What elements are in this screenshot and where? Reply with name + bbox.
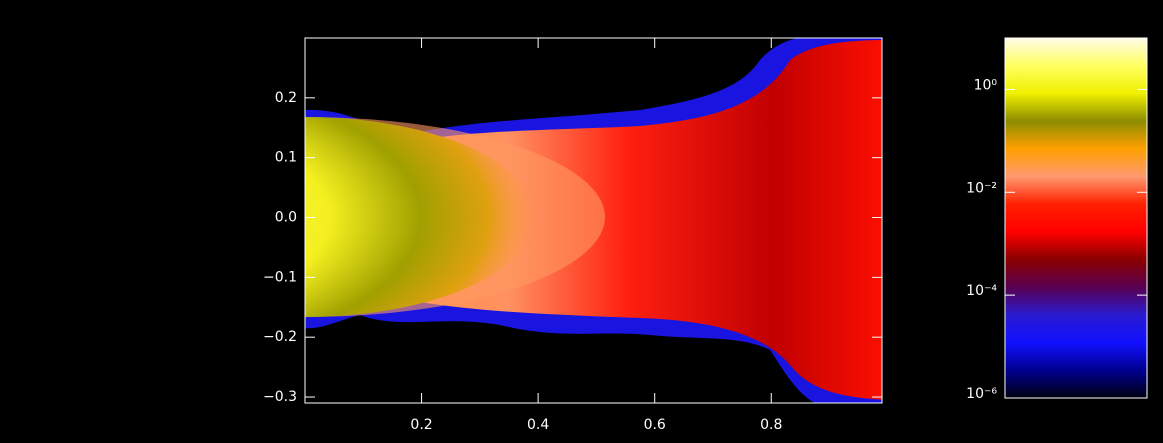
- y-tick-label: −0.3: [263, 389, 297, 405]
- x-tick-label: 0.4: [527, 417, 549, 433]
- colorbar-tick-label: 10⁻⁶: [966, 386, 997, 402]
- colorbar-tick-label: 10⁻⁴: [966, 283, 997, 299]
- colorbar-tick-label: 10⁻²: [966, 180, 997, 196]
- y-tick-label: 0.0: [275, 210, 297, 226]
- colorbar: [1005, 38, 1147, 398]
- colorbar-tick-label: 10⁰: [974, 77, 998, 93]
- figure: 0.2 0.4 0.6 0.8 0.2 0.1 0.0 −0.1 −0.2 −0.3 10⁰ 10⁻²…: [0, 0, 1163, 443]
- y-tick-label: 0.2: [275, 90, 297, 106]
- y-tick-label: −0.1: [263, 269, 297, 285]
- y-tick-label: −0.2: [263, 329, 297, 345]
- x-tick-label: 0.8: [760, 417, 782, 433]
- x-tick-label: 0.6: [644, 417, 666, 433]
- x-tick-label: 0.2: [410, 417, 432, 433]
- y-tick-label: 0.1: [275, 150, 297, 166]
